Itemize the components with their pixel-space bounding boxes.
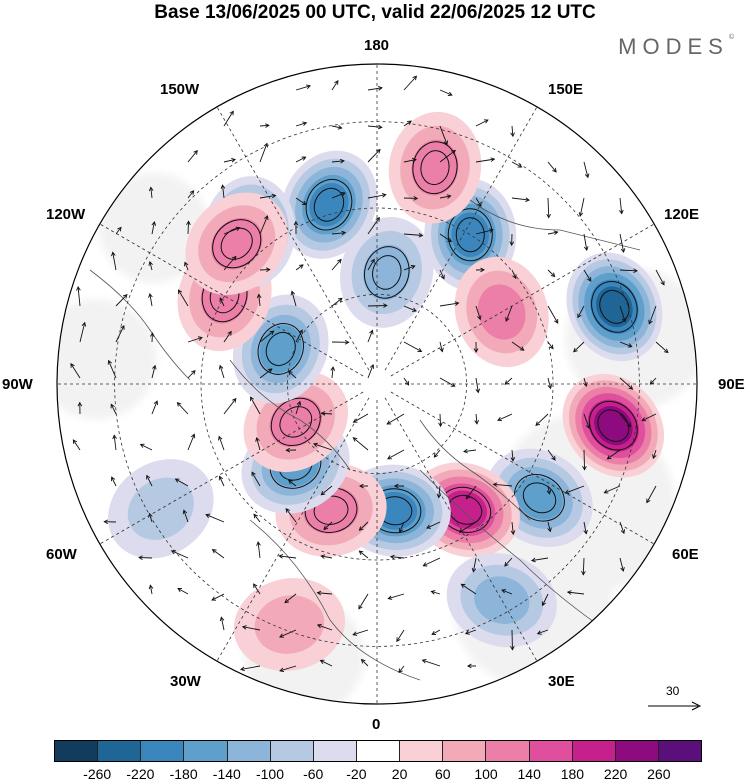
- colorbar-bin: [55, 741, 98, 761]
- lon-label-90e: 90E: [718, 376, 745, 393]
- map-disc: [36, 64, 705, 716]
- colorbar-bin: [486, 741, 529, 761]
- colorbar-tick-label: 140: [518, 766, 541, 782]
- colorbar-bin: [573, 741, 616, 761]
- lon-label-150w: 150W: [160, 81, 199, 98]
- colorbar-ticks: -260 -220 -180 -140 -100 -60 -20 20 60 100 140 180 2…: [54, 766, 702, 784]
- lon-label-180: 180: [364, 37, 389, 54]
- land-shade: [36, 299, 156, 419]
- colorbar-tick-label: -260: [83, 766, 111, 782]
- colorbar-tick-label: -100: [256, 766, 284, 782]
- colorbar-bin: [98, 741, 141, 761]
- colorbar-bin: [443, 741, 486, 761]
- colorbar-bin: [141, 741, 184, 761]
- colorbar-tick-label: 20: [392, 766, 408, 782]
- colorbar-bin: [314, 741, 357, 761]
- lon-label-150e: 150E: [548, 81, 583, 98]
- colorbar-bin: [228, 741, 271, 761]
- colorbar-tick-label: -220: [126, 766, 154, 782]
- colorbar-bin: [184, 741, 227, 761]
- colorbar-tick-label: 220: [604, 766, 627, 782]
- lon-label-60w: 60W: [46, 546, 77, 563]
- reference-vector: 30: [648, 684, 704, 724]
- colorbar-tick-label: 100: [474, 766, 497, 782]
- colorbar-tick-label: 260: [647, 766, 670, 782]
- lon-label-120w: 120W: [46, 206, 85, 223]
- polar-map: [0, 0, 750, 735]
- lon-label-90w: 90W: [2, 376, 33, 393]
- colorbar-bin: [400, 741, 443, 761]
- colorbar-tick-label: 180: [561, 766, 584, 782]
- lon-label-0: 0: [372, 716, 380, 733]
- colorbar-bin: [271, 741, 314, 761]
- colorbar-tick-label: -20: [346, 766, 366, 782]
- lon-label-120e: 120E: [664, 206, 699, 223]
- colorbar-tick-label: -140: [213, 766, 241, 782]
- reference-arrow-icon: [648, 684, 704, 724]
- colorbar-bin: [616, 741, 659, 761]
- colorbar-tick-label: -180: [170, 766, 198, 782]
- colorbar-bin: [659, 741, 701, 761]
- lon-label-30w: 30W: [170, 673, 201, 690]
- colorbar-tick-label: 60: [435, 766, 451, 782]
- lon-label-30e: 30E: [548, 673, 575, 690]
- colorbar-bin: [357, 741, 400, 761]
- colorbar-bin: [530, 741, 573, 761]
- lon-label-60e: 60E: [672, 546, 699, 563]
- colorbar: [54, 740, 702, 762]
- colorbar-tick-label: -60: [303, 766, 323, 782]
